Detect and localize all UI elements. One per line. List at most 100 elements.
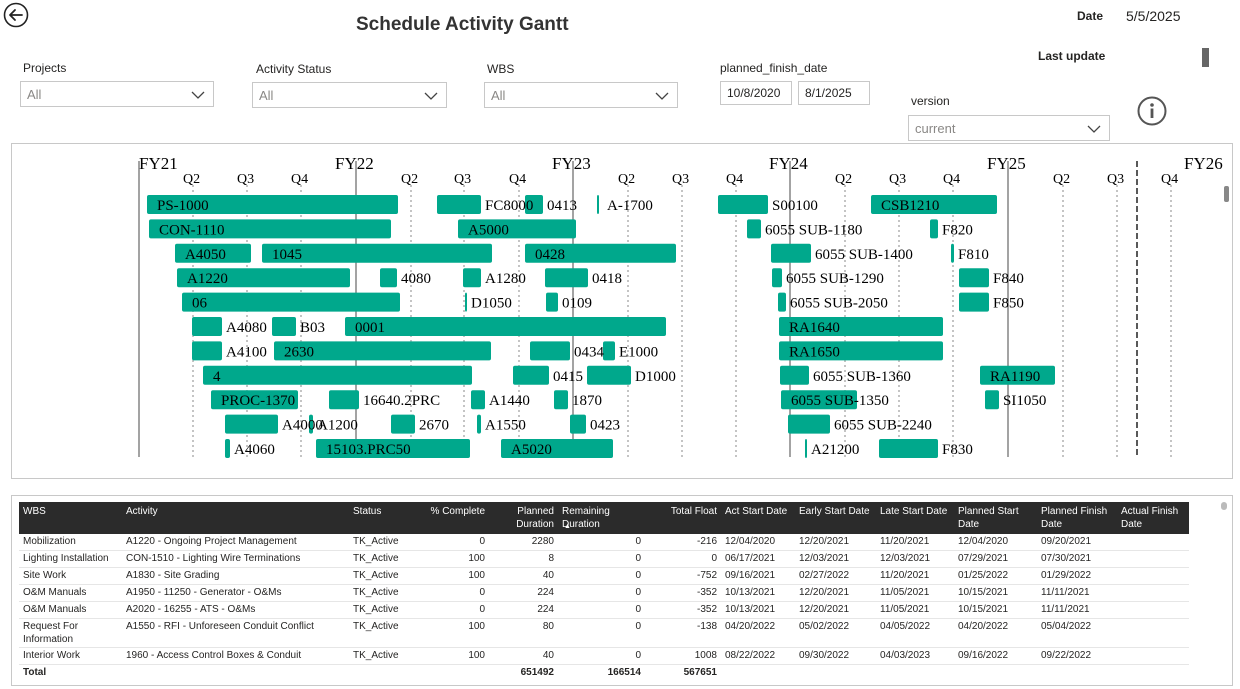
fiscal-year-label: FY24 bbox=[769, 154, 808, 173]
gantt-bar-label: A1200 bbox=[317, 418, 358, 434]
gantt-bar-label: RA1650 bbox=[789, 344, 840, 360]
version-filter-label: version bbox=[911, 94, 950, 108]
gantt-bar bbox=[225, 439, 230, 458]
table-cell: CON-1510 - Lighting Wire Terminations bbox=[122, 550, 349, 568]
table-cell: 12/03/2021 bbox=[876, 550, 954, 568]
column-header[interactable]: Actual Finish Date bbox=[1117, 502, 1189, 534]
table-cell: O&M Manuals bbox=[19, 584, 122, 602]
gantt-bar-label: A1220 bbox=[187, 271, 228, 287]
table-scrollbar[interactable] bbox=[1221, 502, 1227, 510]
gantt-bar bbox=[546, 292, 558, 312]
total-cell bbox=[954, 664, 1037, 680]
gantt-bar-label: A4080 bbox=[226, 320, 267, 336]
table-cell: -752 bbox=[645, 567, 721, 585]
last-update-label: Last update bbox=[1038, 49, 1106, 63]
gantt-bar bbox=[951, 243, 954, 263]
version-dropdown[interactable]: current bbox=[908, 115, 1110, 141]
column-header[interactable]: Activity bbox=[122, 502, 349, 534]
table-cell: 0 bbox=[558, 550, 645, 568]
gantt-bar-label: 2630 bbox=[284, 344, 314, 360]
table-cell: 40 bbox=[489, 567, 558, 585]
column-header[interactable]: Remaining Duration ▲ bbox=[558, 502, 645, 534]
back-arrow-icon[interactable] bbox=[3, 2, 29, 28]
table-cell: 100 bbox=[426, 550, 489, 568]
table-row[interactable]: Interior Work 1960 - Access Control Boxes… bbox=[19, 647, 1189, 665]
gantt-bar bbox=[262, 243, 492, 263]
quarter-label: Q4 bbox=[943, 172, 960, 187]
column-header[interactable]: Late Start Date bbox=[876, 502, 954, 534]
gantt-bar-label: D1000 bbox=[635, 369, 676, 385]
table-cell: 09/22/2022 bbox=[1037, 647, 1117, 665]
planned-finish-date-to-input[interactable]: 8/1/2025 bbox=[798, 81, 870, 105]
column-header[interactable]: Planned Duration bbox=[489, 502, 558, 534]
table-cell: 10/15/2021 bbox=[954, 584, 1037, 602]
activity-status-dropdown[interactable]: All bbox=[252, 82, 447, 108]
column-header[interactable]: Early Start Date bbox=[795, 502, 876, 534]
column-header[interactable]: Planned Start Date bbox=[954, 502, 1037, 534]
table-cell: 12/20/2021 bbox=[795, 584, 876, 602]
gantt-bar bbox=[554, 390, 568, 410]
total-cell bbox=[349, 664, 426, 680]
table-cell: 0 bbox=[558, 618, 645, 648]
table-cell: 224 bbox=[489, 601, 558, 619]
column-header[interactable]: Act Start Date bbox=[721, 502, 795, 534]
gantt-chart: Q2 Q3 Q4 Q2 Q3 Q4 Q2 Q3 Q4 Q2 Q3 Q4 Q2 Q3 Q4 FY21 FY22 FY… bbox=[11, 143, 1233, 479]
table-cell: 80 bbox=[489, 618, 558, 648]
gantt-bar-label: A1280 bbox=[485, 271, 526, 287]
column-header[interactable]: Status bbox=[349, 502, 426, 534]
table-cell: A1830 - Site Grading bbox=[122, 567, 349, 585]
gantt-bar-label: 15103.PRC50 bbox=[326, 442, 411, 458]
table-row[interactable]: Mobilization A1220 - Ongoing Project Mana… bbox=[19, 534, 1189, 551]
table-row[interactable]: O&M Manuals A2020 - 16255 - ATS - O&Ms TK_… bbox=[19, 601, 1189, 619]
fiscal-year-label: FY26 bbox=[1184, 154, 1223, 173]
info-icon[interactable] bbox=[1137, 96, 1167, 126]
gantt-bar bbox=[525, 243, 676, 263]
gantt-bar-label: 1045 bbox=[272, 247, 302, 263]
gantt-bar bbox=[437, 195, 481, 214]
table-row[interactable]: Lighting Installation CON-1510 - Lighting… bbox=[19, 550, 1189, 568]
table-cell: 0 bbox=[558, 601, 645, 619]
gantt-bar bbox=[477, 414, 481, 434]
table-row[interactable]: Site Work A1830 - Site Grading TK_Active 10… bbox=[19, 567, 1189, 585]
table-cell: 07/30/2021 bbox=[1037, 550, 1117, 568]
table-row[interactable]: Request For Information A1550 - RFI - Unf… bbox=[19, 618, 1189, 648]
table-cell: TK_Active bbox=[349, 567, 426, 585]
table-cell: 12/04/2020 bbox=[721, 534, 795, 551]
table-cell: 2280 bbox=[489, 534, 558, 551]
column-header[interactable]: Total Float bbox=[645, 502, 721, 534]
chevron-down-icon bbox=[655, 92, 669, 100]
gantt-bar bbox=[192, 341, 222, 361]
projects-dropdown[interactable]: All bbox=[20, 81, 214, 107]
gantt-bar-label: 6055 SUB-1400 bbox=[815, 247, 913, 263]
table-cell: 1008 bbox=[645, 647, 721, 665]
gantt-bar bbox=[778, 292, 786, 312]
last-update-scrollbar[interactable] bbox=[1202, 48, 1209, 67]
table-cell: 09/16/2022 bbox=[954, 647, 1037, 665]
table-cell bbox=[1117, 618, 1189, 648]
quarter-label: Q3 bbox=[237, 172, 254, 187]
column-header[interactable]: % Complete bbox=[426, 502, 489, 534]
quarter-label: Q2 bbox=[401, 172, 418, 187]
gantt-bar bbox=[959, 268, 989, 288]
planned-finish-date-from-input[interactable]: 10/8/2020 bbox=[720, 81, 792, 105]
activity-status-filter-label: Activity Status bbox=[256, 62, 332, 76]
column-header[interactable]: Planned Finish Date bbox=[1037, 502, 1117, 534]
quarter-label: Q3 bbox=[889, 172, 906, 187]
wbs-dropdown[interactable]: All bbox=[484, 82, 678, 108]
gantt-bar bbox=[747, 219, 761, 239]
activity-status-dropdown-value: All bbox=[259, 88, 274, 103]
planned-finish-date-label: planned_finish_date bbox=[720, 61, 828, 75]
gantt-bar-label: A-1700 bbox=[607, 198, 653, 214]
gantt-bar bbox=[309, 414, 313, 434]
gantt-bar-label: 0423 bbox=[590, 418, 620, 434]
gantt-bar bbox=[274, 341, 491, 361]
gantt-bar-label: CON-1110 bbox=[159, 222, 225, 238]
table-cell: 0 bbox=[558, 584, 645, 602]
table-row[interactable]: O&M Manuals A1950 - 11250 - Generator - O… bbox=[19, 584, 1189, 602]
wbs-dropdown-value: All bbox=[491, 88, 506, 103]
gantt-scrollbar[interactable] bbox=[1224, 186, 1229, 202]
gantt-bar bbox=[203, 365, 472, 385]
gantt-bar-label: F820 bbox=[942, 222, 973, 238]
activity-table: WBS Activity Status% Complete Planned Durat… bbox=[11, 495, 1233, 686]
column-header[interactable]: WBS bbox=[19, 502, 122, 534]
